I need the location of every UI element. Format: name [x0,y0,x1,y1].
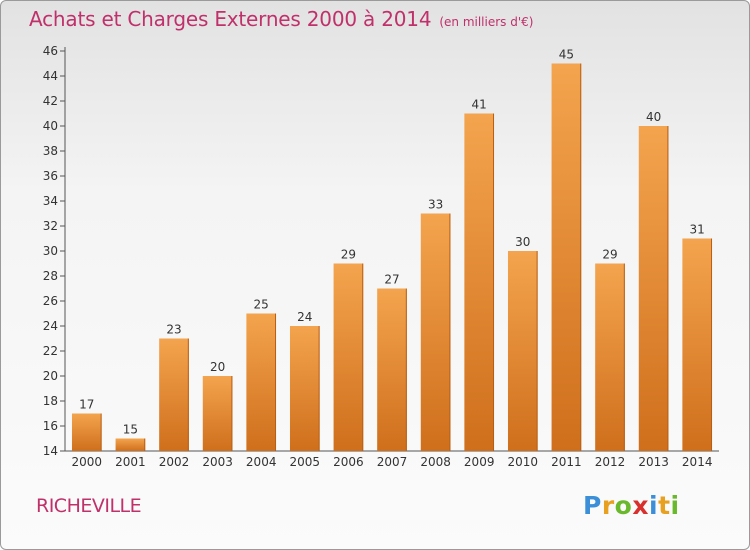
y-tick-label: 22 [43,344,58,358]
value-label: 24 [297,310,312,324]
y-tick-label: 38 [43,144,58,158]
value-label: 15 [123,423,138,437]
logo-letter: P [583,491,602,520]
bar-2008 [420,213,451,451]
value-label: 29 [341,248,356,262]
x-tick-label: 2005 [290,455,321,469]
value-label: 45 [559,48,574,62]
value-label: 20 [210,360,225,374]
bars [71,63,713,451]
proxiti-logo: Proxiti [583,491,680,520]
bar-2007 [377,288,407,451]
x-tick-label: 2000 [72,455,103,469]
x-tick-label: 2012 [595,455,626,469]
y-tick-label: 28 [43,269,58,283]
x-tick-label: 2009 [464,455,495,469]
logo-letter: i [649,491,659,520]
location-label: RICHEVILLE [36,495,142,517]
chart-title-text: Achats et Charges Externes 2000 à 2014 [29,7,432,31]
value-label: 31 [690,223,705,237]
logo-letter: i [670,491,680,520]
bar-2004 [246,313,277,451]
y-tick-label: 16 [43,419,58,433]
y-axis: 14 16 18 20 22 24 26 28 30 32 34 36 38 40 42 44 46 [43,44,66,458]
logo-letter: t [658,491,671,520]
bar-2010 [507,251,538,451]
value-label: 25 [254,298,269,312]
x-tick-label: 2011 [551,455,582,469]
x-tick-label: 2006 [333,455,364,469]
value-label: 27 [384,273,399,287]
logo-letter: o [614,491,633,520]
y-tick-label: 36 [43,169,58,183]
y-tick-label: 34 [43,194,58,208]
bar-2006 [333,263,364,451]
y-tick-label: 24 [43,319,58,333]
bar-2014 [682,238,713,451]
y-tick-label: 32 [43,219,58,233]
x-tick-label: 2004 [246,455,277,469]
y-tick-label: 18 [43,394,58,408]
x-tick-label: 2001 [115,455,146,469]
y-tick-label: 26 [43,294,58,308]
value-label: 30 [515,235,530,249]
y-tick-label: 14 [43,444,58,458]
value-label: 29 [602,248,617,262]
bar-2013 [638,126,669,451]
logo-letter: r [601,491,615,520]
value-labels: 17 15 23 20 25 24 29 27 33 41 30 45 29 40 31 [79,48,705,437]
value-label: 40 [646,110,661,124]
x-tick-label: 2010 [508,455,539,469]
bar-2003 [202,376,233,451]
x-tick-label: 2013 [638,455,669,469]
y-tick-label: 44 [43,69,58,83]
y-tick-label: 30 [43,244,58,258]
y-tick-label: 46 [43,44,58,58]
chart-subtitle: (en milliers d'€) [439,15,534,29]
x-tick-label: 2007 [377,455,408,469]
x-tick-label: 2008 [420,455,451,469]
bar-2005 [289,326,320,451]
y-tick-label: 40 [43,119,58,133]
x-tick-label: 2014 [682,455,713,469]
bar-2000 [71,413,102,451]
x-tick-label: 2002 [159,455,190,469]
y-tick-label: 42 [43,94,58,108]
value-label: 23 [166,323,181,337]
bar-2009 [464,113,495,451]
x-axis: 2000 2001 2002 2003 2004 2005 2006 2007 2008 2009… [65,450,719,469]
bar-2011 [551,63,582,451]
bar-2012 [595,263,625,451]
x-tick-label: 2003 [202,455,233,469]
y-tick-label: 20 [43,369,58,383]
logo-letter: x [632,491,649,520]
bar-2001 [115,438,146,451]
value-label: 17 [79,398,94,412]
bar-2002 [159,338,189,451]
value-label: 41 [472,98,487,112]
chart-title: Achats et Charges Externes 2000 à 2014 (e… [29,7,533,31]
value-label: 33 [428,198,443,212]
